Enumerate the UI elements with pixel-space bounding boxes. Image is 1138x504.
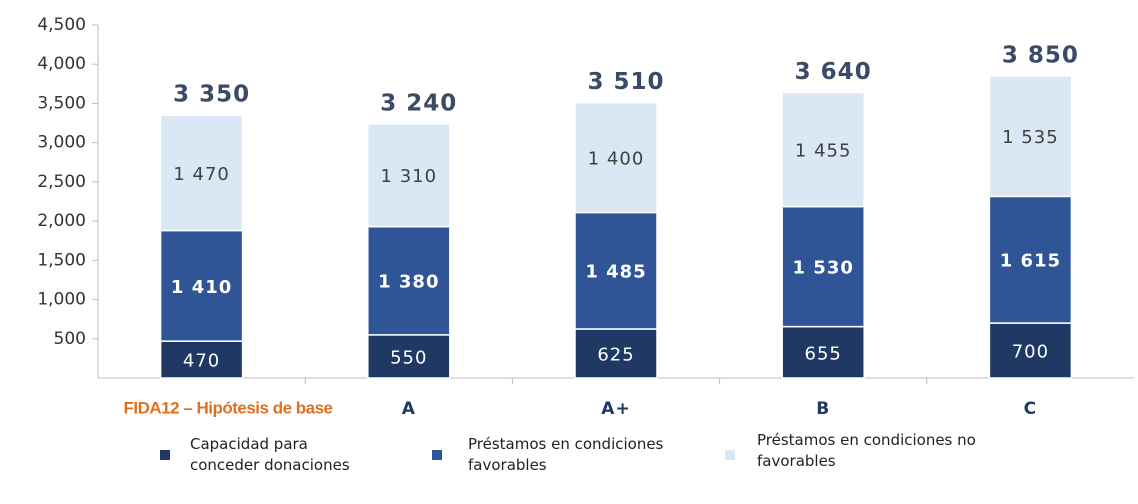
- value-label: 1 400: [588, 149, 645, 170]
- value-label: 1 485: [585, 262, 646, 283]
- value-label: 1 380: [378, 272, 439, 293]
- y-tick-label: 1,000: [37, 290, 86, 310]
- y-tick-label: 3,000: [37, 133, 86, 153]
- legend-swatch: [725, 450, 735, 460]
- bar-segment: [988, 75, 1073, 198]
- y-tick-label: 2,000: [37, 211, 86, 231]
- bar-segment: [159, 340, 244, 379]
- bar-segment: [988, 195, 1073, 324]
- total-label: 3 640: [795, 59, 872, 85]
- x-tick-label: FIDA12 – Hipótesis de base: [123, 398, 332, 417]
- total-label: 3 850: [1002, 42, 1079, 68]
- y-tick-label: 3,500: [37, 93, 86, 113]
- x-tick-label: C: [1024, 399, 1037, 419]
- total-label: 3 240: [380, 90, 457, 116]
- legend-swatch: [160, 450, 170, 460]
- value-label: 1 530: [793, 258, 854, 279]
- bar-segment: [988, 322, 1073, 379]
- bar-segment: [367, 225, 451, 336]
- y-tick-label: 2,500: [37, 172, 86, 192]
- value-label: 1 615: [1000, 251, 1061, 272]
- x-tick-label: B: [816, 399, 830, 419]
- y-tick-label: 4,500: [37, 15, 86, 35]
- value-label: 1 455: [795, 141, 852, 162]
- legend-label: Préstamos en condiciones no favorables: [757, 431, 976, 470]
- value-label: 1 535: [1002, 127, 1059, 148]
- legend-swatch: [432, 450, 442, 460]
- value-label: 1 470: [173, 164, 230, 185]
- value-label: 700: [1012, 342, 1049, 363]
- bar-segment: [367, 334, 451, 379]
- bar-segment: [159, 114, 244, 232]
- y-tick-label: 500: [54, 329, 86, 349]
- value-label: 470: [183, 351, 220, 372]
- value-label: 655: [805, 343, 842, 364]
- x-tick-label: A+: [601, 399, 630, 419]
- total-label: 3 350: [173, 82, 250, 108]
- value-label: 550: [390, 347, 427, 368]
- bar-segment: [781, 91, 865, 208]
- bar-segment: [159, 229, 244, 342]
- bar-segment: [574, 101, 658, 214]
- legend-label: Capacidad para conceder donaciones: [190, 435, 350, 474]
- value-label: 1 410: [171, 277, 232, 298]
- value-label: 1 310: [381, 166, 438, 187]
- bar-segment: [781, 205, 865, 328]
- bar-segment: [781, 325, 865, 379]
- bar-segment: [574, 211, 658, 330]
- x-tick-label: A: [402, 399, 416, 419]
- total-label: 3 510: [587, 69, 664, 95]
- y-tick-label: 1,500: [37, 250, 86, 270]
- value-label: 625: [597, 344, 634, 365]
- legend-label: Préstamos en condiciones favorables: [468, 435, 664, 474]
- y-tick-label: 4,000: [37, 54, 86, 74]
- bar-segment: [367, 123, 451, 228]
